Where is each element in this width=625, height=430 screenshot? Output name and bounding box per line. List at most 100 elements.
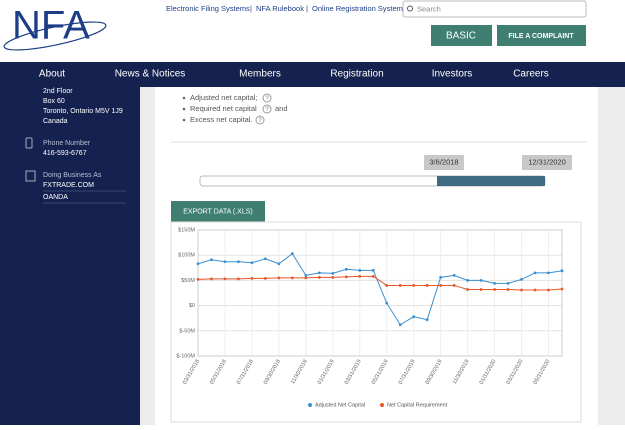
data-point <box>277 276 281 280</box>
search-icon <box>407 5 413 12</box>
data-point <box>439 275 443 279</box>
data-point <box>520 288 523 292</box>
y-tick-label: $-50M <box>179 328 195 334</box>
data-point <box>264 276 267 280</box>
data-point <box>398 323 402 327</box>
nav-item[interactable]: Members <box>239 69 281 80</box>
data-point <box>250 261 254 265</box>
search-placeholder: Search <box>417 4 441 13</box>
data-point <box>358 274 362 278</box>
conjunction: and <box>275 104 288 113</box>
data-point <box>547 288 550 292</box>
range-selection[interactable] <box>437 176 545 186</box>
data-point <box>560 269 564 273</box>
data-point <box>344 275 348 279</box>
phone-icon <box>25 137 33 149</box>
legend-marker <box>308 403 312 407</box>
business-icon <box>25 170 36 182</box>
basic-button[interactable] <box>431 25 492 46</box>
y-tick-label: $100M <box>178 253 195 259</box>
logo[interactable]: NFA <box>12 4 90 48</box>
bullet-text: Required net capital <box>190 104 257 113</box>
top-link[interactable]: NFA Rulebook <box>256 4 304 13</box>
help-icon[interactable] <box>255 115 265 125</box>
data-point <box>425 284 429 287</box>
dba-label: Doing Business As <box>43 172 102 179</box>
legend-label: Net Capital Requirement <box>387 402 448 408</box>
y-tick-label: $-100M <box>176 353 195 359</box>
dba-name: FXTRADE.COM <box>43 182 94 189</box>
data-point <box>560 287 564 291</box>
data-point <box>290 252 294 256</box>
bullet <box>182 96 186 100</box>
dba-name: OANDA <box>43 194 68 201</box>
data-point <box>493 282 496 285</box>
nav-item[interactable]: Careers <box>513 69 549 80</box>
series-line <box>197 252 563 326</box>
legend-marker <box>380 403 384 407</box>
data-point <box>304 276 308 280</box>
export-button[interactable] <box>171 201 265 222</box>
data-point <box>277 262 281 266</box>
data-point <box>493 288 496 291</box>
export-button-label: EXPORT DATA (.XLS) <box>183 208 253 215</box>
top-link[interactable]: Online Registration System <box>312 4 403 13</box>
search-box[interactable] <box>402 0 587 18</box>
nav-item[interactable]: About <box>39 69 65 80</box>
data-point <box>223 277 227 281</box>
bullet <box>182 118 186 122</box>
nav-item[interactable]: Investors <box>432 69 473 80</box>
help-icon-text: ? <box>258 118 262 124</box>
range-end-label-box <box>522 155 572 170</box>
address-line: Toronto, Ontario M5V 1J9 <box>43 108 123 115</box>
basic-button-label: BASIC <box>446 31 476 42</box>
data-point <box>250 276 254 280</box>
chart-box <box>170 221 582 423</box>
help-icon[interactable] <box>262 104 272 114</box>
data-point <box>304 273 308 277</box>
data-point <box>466 288 470 291</box>
data-point <box>425 318 429 322</box>
data-point <box>452 284 456 287</box>
top-link[interactable]: Electronic Filing Systems <box>166 4 250 13</box>
data-point <box>358 268 362 272</box>
complaint-button-label: FILE A COMPLAINT <box>508 33 574 40</box>
data-point <box>520 277 523 281</box>
address-line: 2nd Floor <box>43 88 73 95</box>
data-point <box>237 277 240 281</box>
range-end-label: 12/31/2020 <box>528 157 566 166</box>
data-point <box>412 284 416 287</box>
data-point <box>344 267 348 271</box>
phone-number: 416-593-6767 <box>43 150 87 157</box>
nav-item[interactable]: Registration <box>330 69 383 80</box>
series-line <box>197 275 563 291</box>
data-point <box>371 268 375 272</box>
data-point <box>439 284 443 287</box>
data-point <box>210 258 213 262</box>
nav-item[interactable]: News & Notices <box>115 69 186 80</box>
data-point <box>533 271 537 275</box>
sidebar <box>0 87 140 425</box>
data-point <box>533 288 537 292</box>
data-point <box>398 284 402 287</box>
data-point <box>479 279 483 282</box>
help-icon-text: ? <box>265 96 269 102</box>
data-point <box>264 257 267 261</box>
help-icon[interactable] <box>262 93 272 103</box>
data-point <box>547 271 550 275</box>
data-point <box>331 271 335 275</box>
address-line: Canada <box>43 118 68 125</box>
y-tick-label: $0 <box>189 303 195 309</box>
data-point <box>331 275 335 279</box>
range-start-label: 3/6/2018 <box>429 157 458 166</box>
data-point <box>385 284 389 287</box>
complaint-button[interactable] <box>497 25 586 46</box>
logo-swoosh <box>3 21 107 51</box>
data-point <box>290 276 294 280</box>
data-point <box>196 277 200 281</box>
data-point <box>506 282 510 285</box>
data-point <box>412 315 416 319</box>
nav-bar <box>0 62 625 87</box>
